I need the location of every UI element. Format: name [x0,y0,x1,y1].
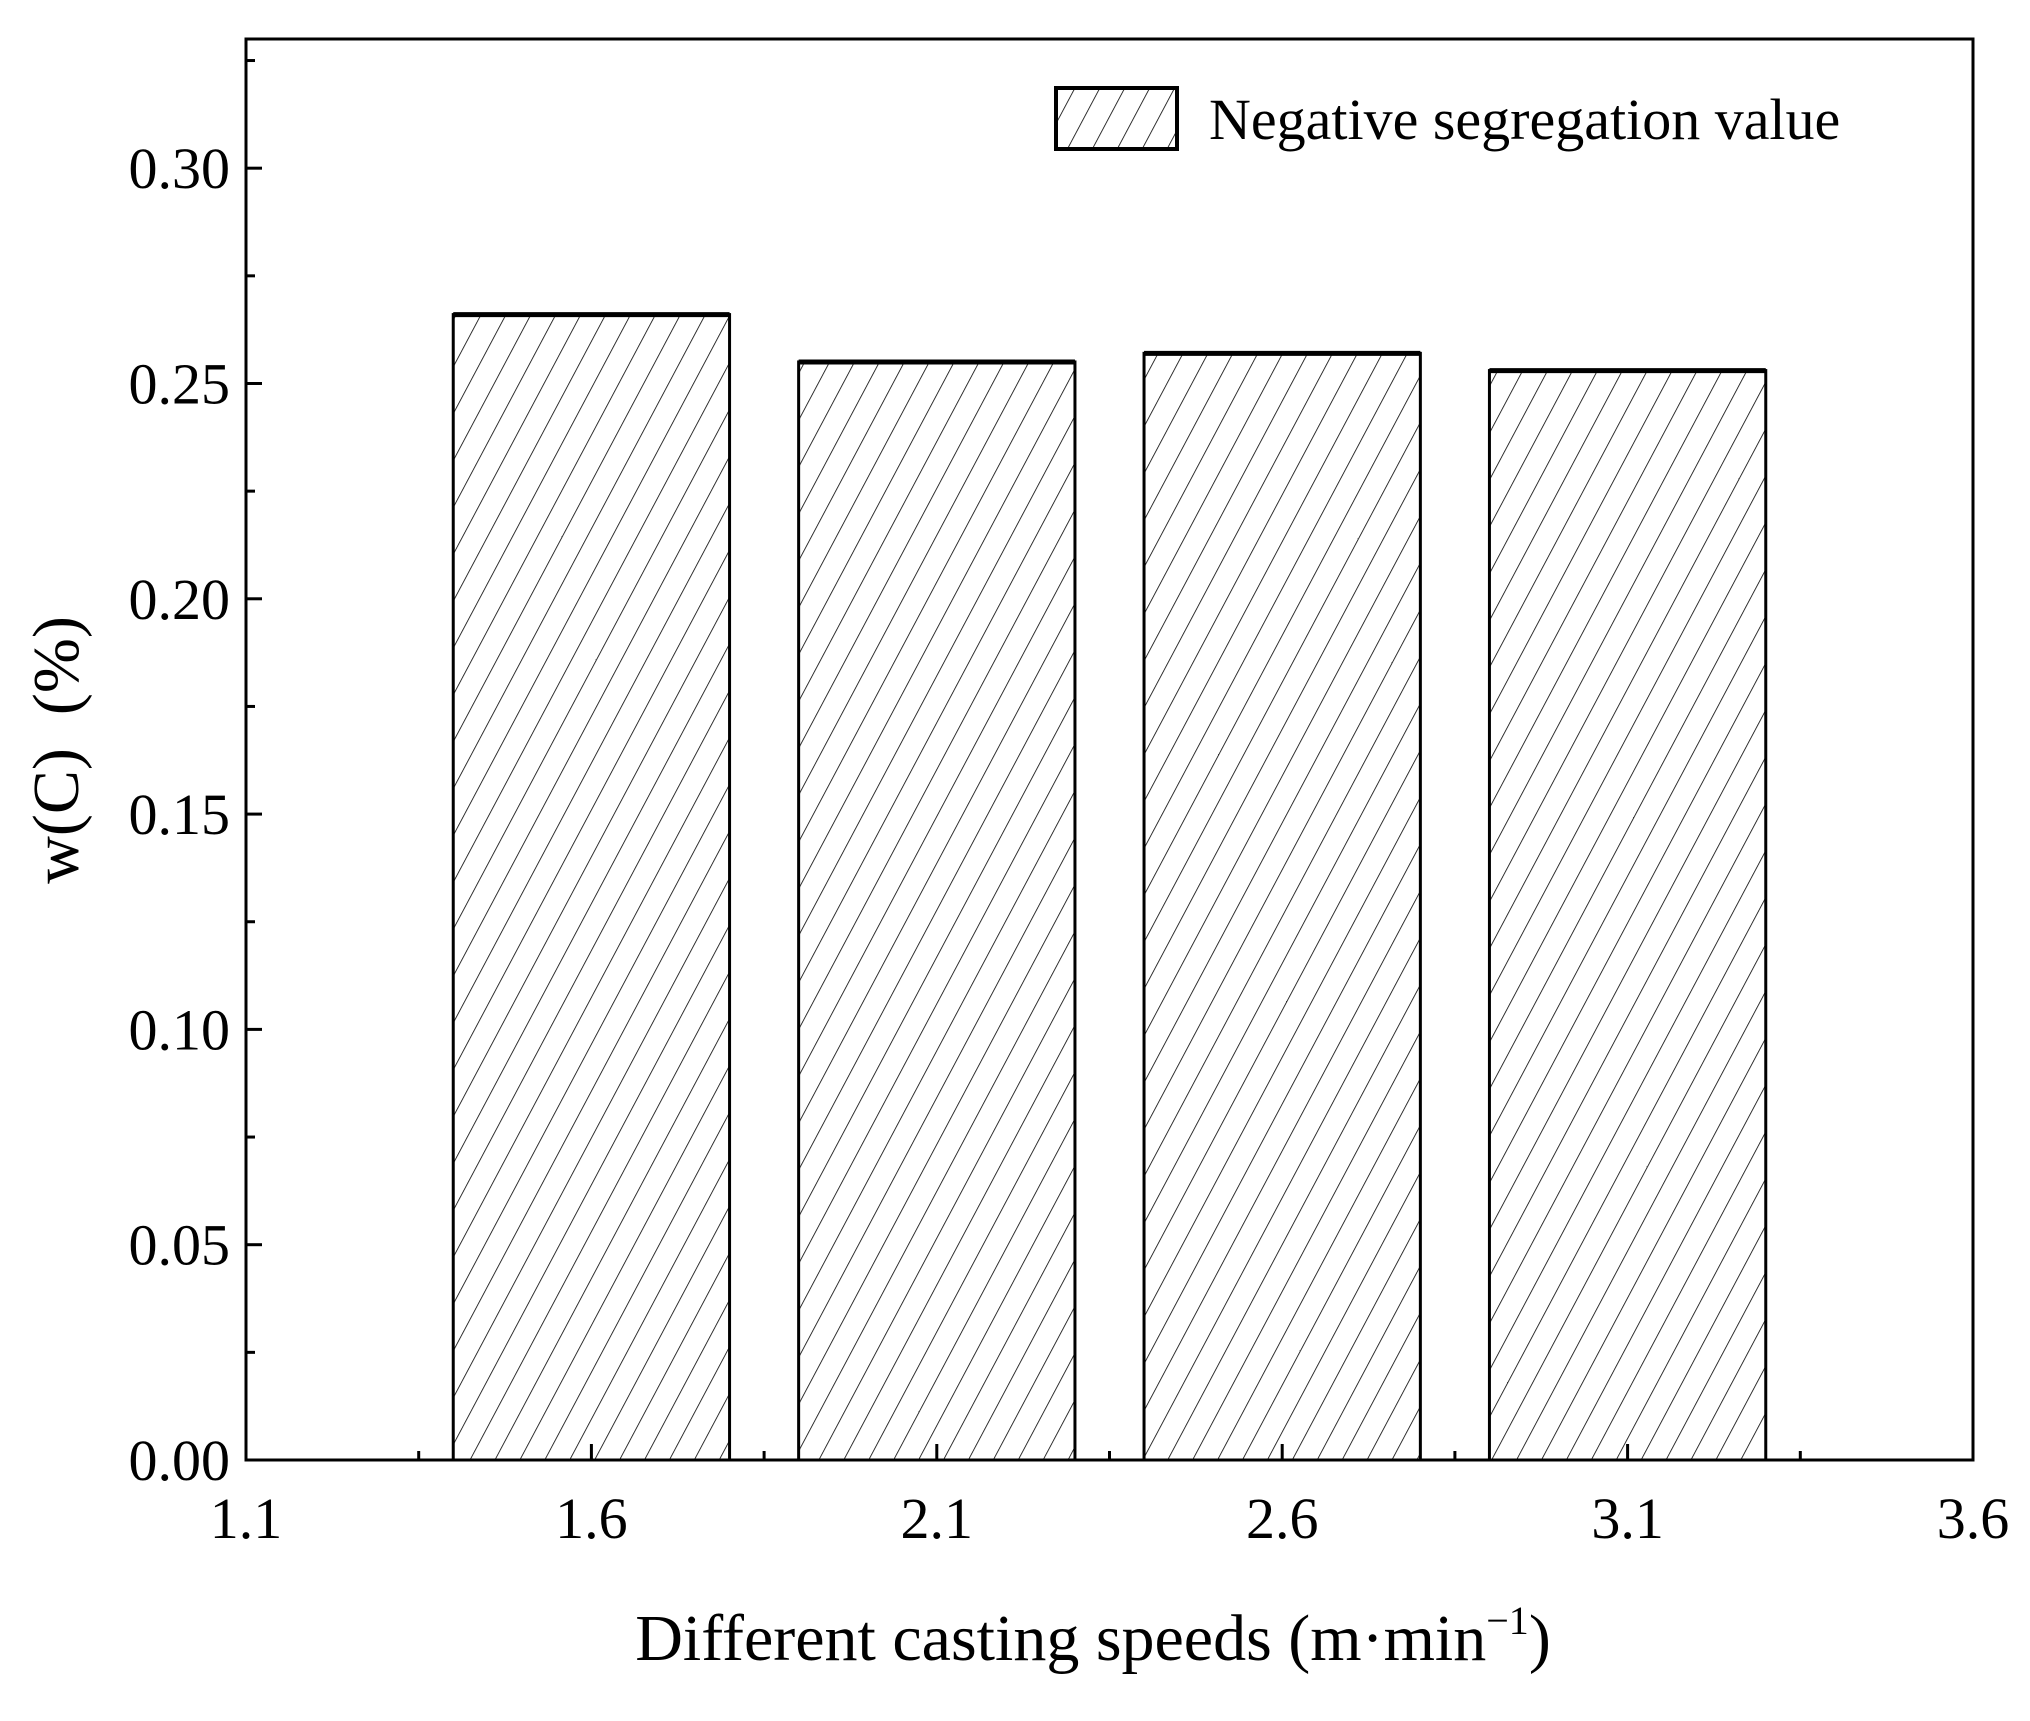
bar-2.1 [797,360,1077,1462]
x-tick-label: 2.6 [1246,1486,1319,1551]
bar-1.6 [451,313,732,1462]
y-tick-label: 0.15 [129,782,231,847]
bars-group [451,312,1768,1462]
x-tick-label: 1.6 [555,1486,628,1551]
y-axis-title: w(C) (%) [20,616,93,884]
y-tick-label: 0.25 [129,351,231,416]
x-tick-label: 3.6 [1937,1486,2010,1551]
y-tick-label: 0.05 [129,1213,231,1278]
bar-2.6 [1142,351,1422,1462]
legend-label: Negative segregation value [1209,87,1840,152]
x-axis-title: Different casting speeds (m·min−1) [635,1598,1551,1675]
x-tick-label: 3.1 [1591,1486,1664,1551]
x-tick-label: 1.1 [210,1486,283,1551]
plot-frame [244,37,1975,1462]
ticks-group: 0.00 0.05 0.10 0.15 0.20 0.25 0.30 1.1 1.6 2.1 2.6… [129,59,2010,1551]
y-tick-label: 0.30 [129,136,231,201]
bar-3.1 [1487,369,1768,1462]
y-tick-label: 0.00 [129,1428,231,1493]
legend-swatch [1054,86,1179,151]
x-tick-label: 2.1 [901,1486,974,1551]
y-tick-label: 0.20 [129,567,231,632]
legend: Negative segregation value [1054,86,1840,152]
y-tick-label: 0.10 [129,997,231,1062]
